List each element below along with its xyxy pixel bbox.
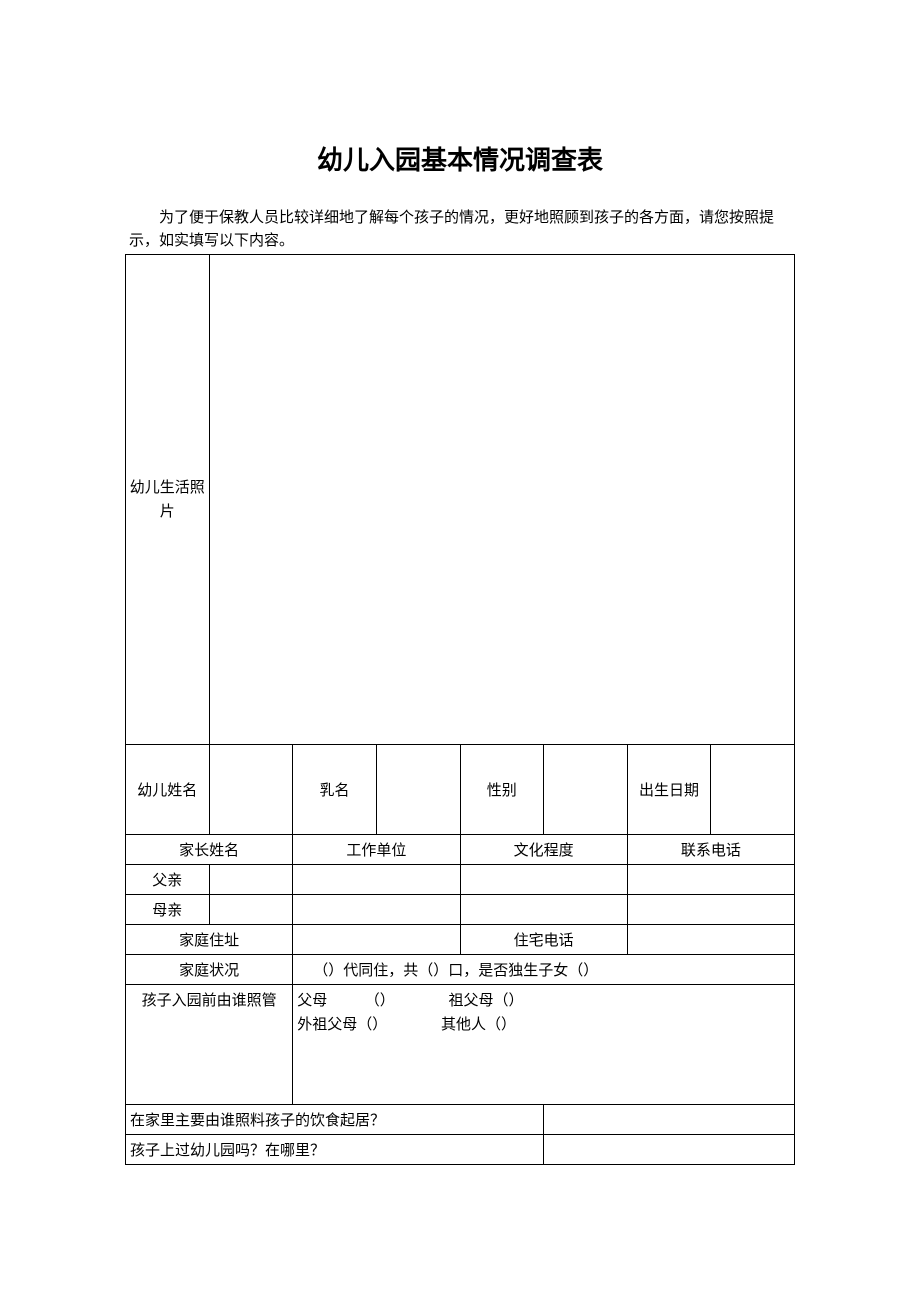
- mother-row: 母亲: [126, 895, 795, 925]
- page-title: 幼儿入园基本情况调查表: [125, 140, 795, 177]
- q2-value[interactable]: [544, 1135, 795, 1165]
- parent-phone-header: 联系电话: [627, 835, 794, 865]
- gender-value[interactable]: [544, 745, 628, 835]
- mother-label: 母亲: [126, 895, 210, 925]
- nickname-label: 乳名: [293, 745, 377, 835]
- caretaker-opt-grandparents: 祖父母（）: [449, 989, 524, 1013]
- basic-info-row: 幼儿姓名 乳名 性别 出生日期: [126, 745, 795, 835]
- caretaker-opt-maternal-grandparents: 外祖父母（）: [297, 1013, 387, 1037]
- home-phone-value[interactable]: [627, 925, 794, 955]
- father-row: 父亲: [126, 865, 795, 895]
- mother-phone[interactable]: [627, 895, 794, 925]
- photo-label: 幼儿生活照片: [126, 255, 210, 745]
- home-phone-label: 住宅电话: [460, 925, 627, 955]
- dob-value[interactable]: [711, 745, 795, 835]
- caretaker-opt-others: 其他人（）: [441, 1013, 516, 1037]
- parent-header-row: 家长姓名 工作单位 文化程度 联系电话: [126, 835, 795, 865]
- intro-text: 为了便于保教人员比较详细地了解每个孩子的情况，更好地照顾到孩子的各方面，请您按照…: [125, 207, 795, 252]
- father-workplace[interactable]: [293, 865, 460, 895]
- father-phone[interactable]: [627, 865, 794, 895]
- address-label: 家庭住址: [126, 925, 293, 955]
- caretaker-opt-parents: 父母 （）: [297, 989, 395, 1013]
- nickname-value[interactable]: [376, 745, 460, 835]
- q1-value[interactable]: [544, 1105, 795, 1135]
- father-name[interactable]: [209, 865, 293, 895]
- photo-row: 幼儿生活照片: [126, 255, 795, 745]
- caretaker-row: 孩子入园前由谁照管 父母 （） 祖父母（） 外祖父母（） 其他人（）: [126, 985, 795, 1105]
- address-value[interactable]: [293, 925, 460, 955]
- father-education[interactable]: [460, 865, 627, 895]
- gender-label: 性别: [460, 745, 544, 835]
- family-status-text[interactable]: （）代同住，共（）口，是否独生子女（）: [293, 955, 795, 985]
- father-label: 父亲: [126, 865, 210, 895]
- address-row: 家庭住址 住宅电话: [126, 925, 795, 955]
- parent-workplace-header: 工作单位: [293, 835, 460, 865]
- question-2-row: 孩子上过幼儿园吗？在哪里？: [126, 1135, 795, 1165]
- parent-name-header: 家长姓名: [126, 835, 293, 865]
- survey-table: 幼儿生活照片 幼儿姓名 乳名 性别 出生日期 家长姓名 工作单位 文化程度 联系…: [125, 254, 795, 1165]
- mother-name[interactable]: [209, 895, 293, 925]
- mother-workplace[interactable]: [293, 895, 460, 925]
- q2-label: 孩子上过幼儿园吗？在哪里？: [126, 1135, 544, 1165]
- caretaker-options[interactable]: 父母 （） 祖父母（） 外祖父母（） 其他人（）: [293, 985, 795, 1105]
- family-status-row: 家庭状况 （）代同住，共（）口，是否独生子女（）: [126, 955, 795, 985]
- mother-education[interactable]: [460, 895, 627, 925]
- child-name-value[interactable]: [209, 745, 293, 835]
- caretaker-label: 孩子入园前由谁照管: [126, 985, 293, 1105]
- question-1-row: 在家里主要由谁照料孩子的饮食起居？: [126, 1105, 795, 1135]
- dob-label: 出生日期: [627, 745, 711, 835]
- child-name-label: 幼儿姓名: [126, 745, 210, 835]
- family-status-label: 家庭状况: [126, 955, 293, 985]
- parent-education-header: 文化程度: [460, 835, 627, 865]
- photo-cell: [209, 255, 794, 745]
- q1-label: 在家里主要由谁照料孩子的饮食起居？: [126, 1105, 544, 1135]
